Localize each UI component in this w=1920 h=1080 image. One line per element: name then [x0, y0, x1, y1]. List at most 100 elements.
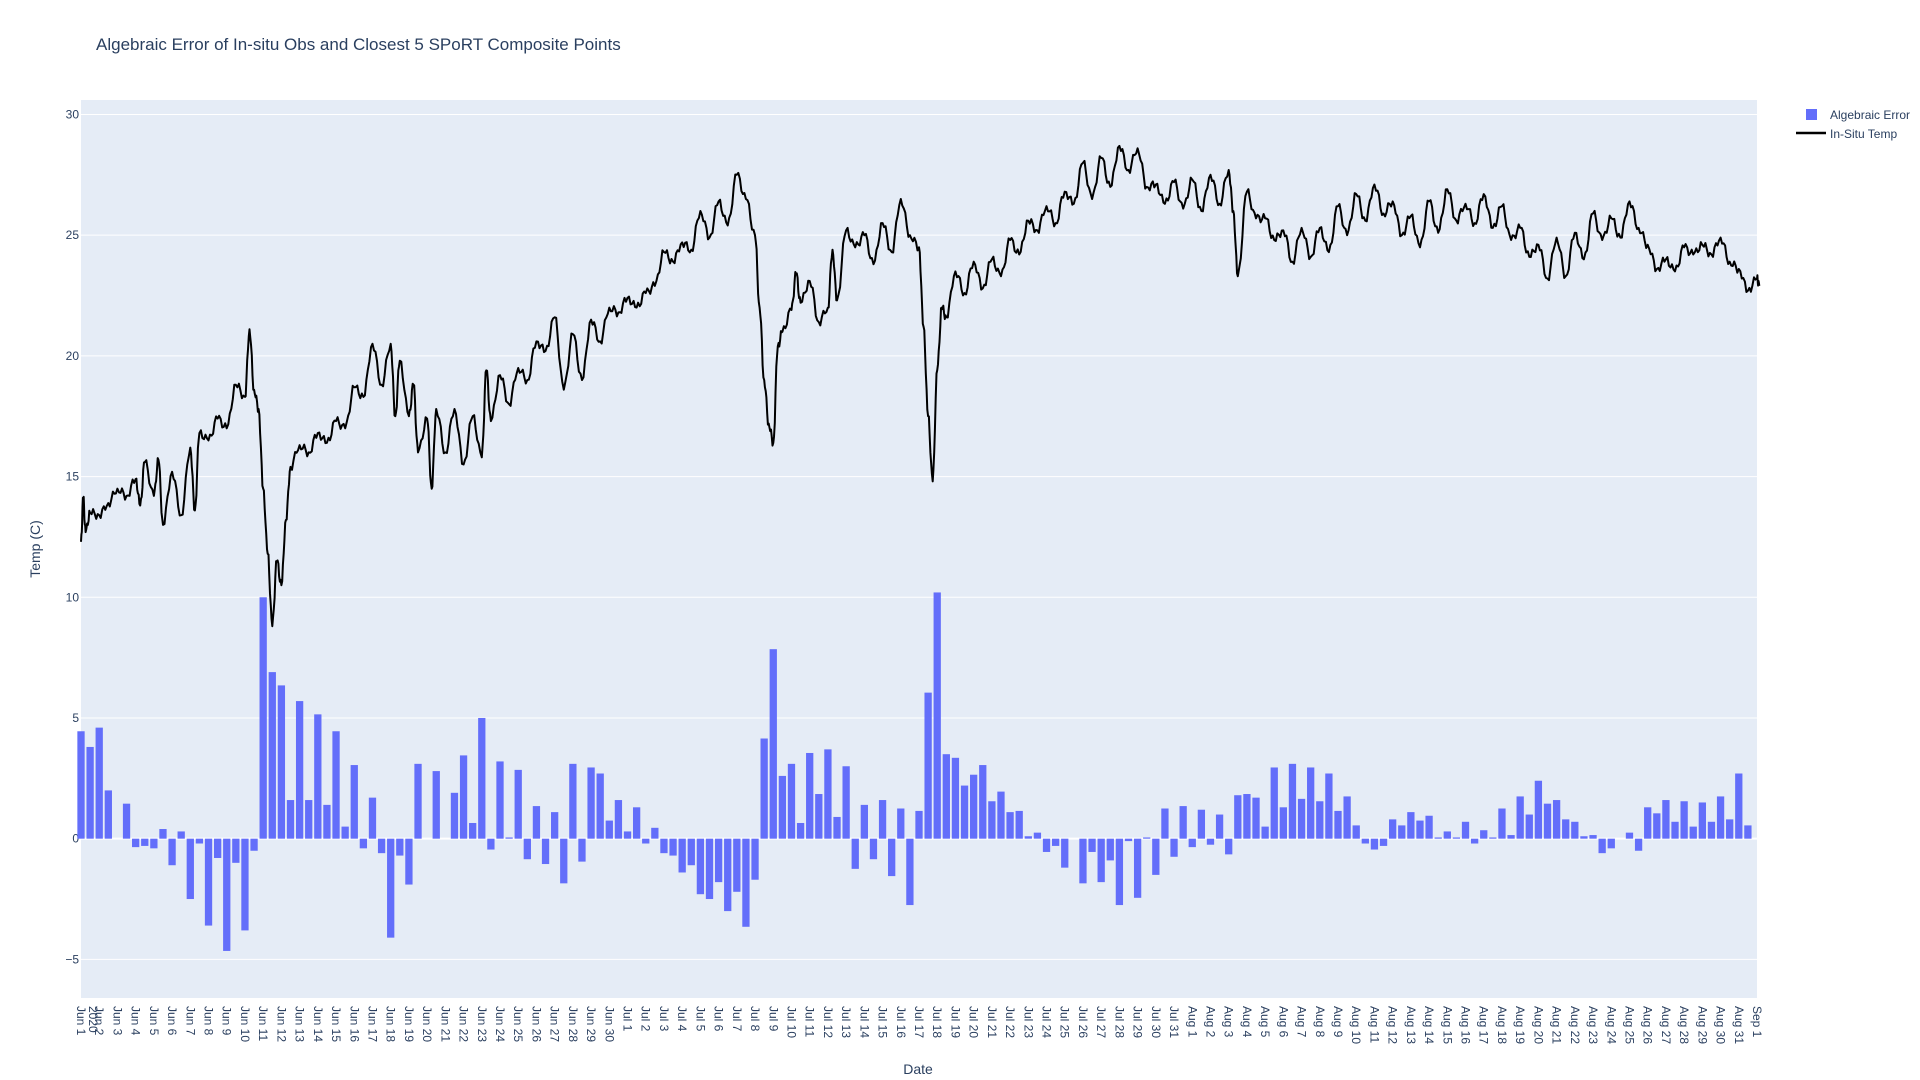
- error-bar[interactable]: [1689, 826, 1697, 839]
- error-bar[interactable]: [1352, 825, 1360, 839]
- error-bar[interactable]: [988, 801, 996, 839]
- error-bar[interactable]: [842, 766, 850, 839]
- legend[interactable]: Algebraic Error In-Situ Temp: [1796, 108, 1910, 141]
- error-bar[interactable]: [1197, 809, 1206, 839]
- error-bar[interactable]: [1634, 838, 1643, 851]
- error-bar[interactable]: [1562, 819, 1570, 839]
- error-bar[interactable]: [569, 763, 577, 839]
- error-bar[interactable]: [1061, 838, 1069, 868]
- error-bar[interactable]: [1552, 800, 1561, 839]
- error-bar[interactable]: [1133, 838, 1142, 898]
- error-bar[interactable]: [1152, 838, 1160, 875]
- error-bar[interactable]: [104, 790, 112, 839]
- error-bar[interactable]: [1379, 838, 1388, 846]
- error-bar[interactable]: [459, 755, 468, 839]
- error-bar[interactable]: [1589, 835, 1597, 839]
- error-bar[interactable]: [678, 838, 686, 873]
- error-bar[interactable]: [1106, 838, 1114, 861]
- error-bar[interactable]: [1480, 830, 1488, 839]
- error-bar[interactable]: [213, 838, 222, 858]
- error-bar[interactable]: [769, 649, 777, 839]
- error-bar[interactable]: [796, 822, 805, 839]
- error-bar[interactable]: [1525, 814, 1533, 839]
- error-bar[interactable]: [1042, 838, 1051, 852]
- error-bar[interactable]: [496, 761, 504, 839]
- error-bar[interactable]: [159, 829, 167, 839]
- error-bar[interactable]: [377, 838, 386, 854]
- error-bar[interactable]: [705, 838, 714, 900]
- error-bar[interactable]: [696, 838, 705, 895]
- error-bar[interactable]: [1015, 810, 1023, 839]
- error-bar[interactable]: [1398, 825, 1406, 839]
- error-bar[interactable]: [86, 746, 94, 839]
- error-bar[interactable]: [815, 794, 823, 839]
- error-bar[interactable]: [951, 757, 960, 839]
- error-bar[interactable]: [1370, 838, 1379, 850]
- error-bar[interactable]: [942, 754, 950, 839]
- error-bar[interactable]: [1744, 825, 1752, 839]
- error-bar[interactable]: [1443, 831, 1451, 839]
- error-bar[interactable]: [450, 792, 459, 839]
- error-bar[interactable]: [933, 592, 941, 839]
- error-bar[interactable]: [487, 838, 495, 850]
- error-bar[interactable]: [1343, 796, 1351, 839]
- error-bar[interactable]: [860, 804, 868, 839]
- error-bar[interactable]: [368, 797, 377, 839]
- error-bar[interactable]: [578, 838, 586, 862]
- error-bar[interactable]: [295, 701, 304, 839]
- error-bar[interactable]: [95, 727, 103, 839]
- error-bar[interactable]: [1334, 810, 1342, 839]
- error-bar[interactable]: [1361, 838, 1369, 844]
- error-bar[interactable]: [1507, 835, 1515, 839]
- error-bar[interactable]: [514, 769, 522, 839]
- error-bar[interactable]: [787, 763, 796, 839]
- error-bar[interactable]: [150, 838, 158, 849]
- error-bar[interactable]: [1325, 773, 1333, 839]
- error-bar[interactable]: [869, 838, 878, 860]
- error-bar[interactable]: [915, 810, 923, 839]
- error-bar[interactable]: [259, 597, 267, 839]
- error-bar[interactable]: [1225, 838, 1233, 855]
- error-bar[interactable]: [1206, 838, 1215, 845]
- error-bar[interactable]: [1707, 821, 1716, 839]
- error-bar[interactable]: [1543, 803, 1552, 839]
- error-bar[interactable]: [350, 765, 358, 839]
- error-bar[interactable]: [1088, 838, 1096, 852]
- error-bar[interactable]: [1580, 836, 1588, 839]
- error-bar[interactable]: [1270, 767, 1278, 839]
- error-bar[interactable]: [141, 838, 149, 846]
- error-bar[interactable]: [924, 692, 932, 839]
- error-bar[interactable]: [1115, 838, 1124, 906]
- error-bar[interactable]: [605, 820, 613, 839]
- error-bar[interactable]: [1279, 807, 1287, 839]
- error-bar[interactable]: [168, 838, 176, 866]
- error-bar[interactable]: [1234, 795, 1242, 839]
- error-bar[interactable]: [669, 838, 677, 856]
- error-bar[interactable]: [268, 672, 276, 839]
- algebraic-error-bars[interactable]: [77, 592, 1752, 951]
- error-bar[interactable]: [1243, 794, 1251, 839]
- error-bar[interactable]: [888, 838, 896, 877]
- error-bar[interactable]: [714, 838, 723, 883]
- error-bar[interactable]: [232, 838, 240, 863]
- error-bar[interactable]: [405, 838, 413, 885]
- error-bar[interactable]: [286, 800, 295, 839]
- error-bar[interactable]: [432, 771, 440, 839]
- error-bar[interactable]: [1307, 767, 1315, 839]
- error-bar[interactable]: [314, 714, 322, 839]
- error-bar[interactable]: [195, 838, 204, 844]
- error-bar[interactable]: [204, 838, 213, 926]
- error-bar[interactable]: [1516, 796, 1524, 839]
- error-bar[interactable]: [778, 775, 787, 839]
- error-bar[interactable]: [960, 785, 969, 839]
- error-bar[interactable]: [970, 774, 978, 839]
- error-bar[interactable]: [1161, 808, 1169, 839]
- error-bar[interactable]: [660, 838, 668, 854]
- error-bar[interactable]: [1389, 819, 1397, 839]
- error-bar[interactable]: [560, 838, 568, 884]
- error-bar[interactable]: [396, 838, 404, 856]
- error-bar[interactable]: [359, 838, 368, 849]
- error-bar[interactable]: [906, 838, 914, 906]
- error-bar[interactable]: [724, 838, 732, 912]
- error-bar[interactable]: [760, 738, 768, 839]
